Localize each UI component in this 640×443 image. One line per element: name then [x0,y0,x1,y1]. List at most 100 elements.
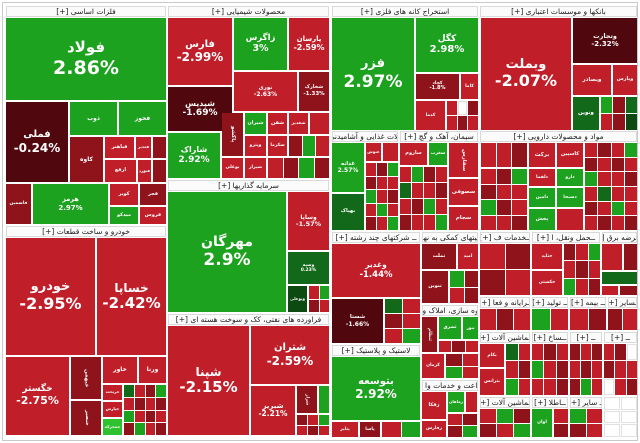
stock-tile[interactable]: شپنا -2.15% [168,326,249,435]
stock-tile-small[interactable] [452,341,465,352]
stock-tile-small[interactable] [400,199,411,214]
stock-tile[interactable] [466,392,477,412]
stock-tile[interactable]: سغرب [429,143,447,165]
stock-tile-small[interactable] [532,344,544,361]
stock-tile-small[interactable] [468,116,478,130]
sector-header[interactable]: ــ انبوه سازی، املاک و [+] [422,305,478,316]
stock-tile-small[interactable] [598,143,611,157]
stock-tile[interactable]: وپارس [613,65,637,95]
stock-tile[interactable]: ارفع [105,160,136,182]
stock-tile-small[interactable] [624,143,637,157]
stock-tile[interactable]: شراز [297,386,317,413]
stock-tile-small[interactable] [588,261,600,278]
stock-tile-small[interactable] [377,190,387,203]
stock-tile-small[interactable] [366,190,376,203]
sector-header[interactable]: ــ محصولات غذایی و آشامیدنی به [+] [332,131,398,142]
stock-tile[interactable]: فولاد 2.86% [6,18,166,100]
stock-tile[interactable]: شفن [268,113,287,134]
stock-tile[interactable]: پاسا [360,422,380,437]
stock-tile-small[interactable] [468,101,478,115]
stock-tile-small[interactable] [134,385,145,397]
stock-tile[interactable]: خگستر -2.75% [6,357,69,435]
stock-tile-small[interactable] [570,344,580,361]
stock-tile[interactable]: بتوسعه 2.92% [332,357,420,420]
stock-tile-small[interactable] [506,361,518,378]
stock-tile-small[interactable] [436,183,447,198]
stock-tile[interactable] [153,137,166,158]
stock-tile-small[interactable] [385,329,402,343]
stock-tile-small[interactable] [608,309,622,330]
stock-tile-small[interactable] [592,344,602,361]
stock-tile[interactable]: دارو [557,169,583,186]
stock-tile-small[interactable] [448,426,462,437]
stock-tile[interactable]: پارسان -2.59% [289,18,329,70]
stock-tile-small[interactable] [319,415,329,425]
stock-tile[interactable]: وبصادر [573,65,611,95]
stock-tile-small[interactable] [586,409,602,423]
stock-tile-small[interactable] [366,163,376,176]
stock-tile-small[interactable] [436,199,447,214]
sector-header[interactable]: ــماشین آلات [+] [480,332,530,343]
stock-tile-small[interactable] [465,341,478,352]
stock-tile-small[interactable] [588,278,600,295]
stock-tile-small[interactable] [289,136,302,156]
stock-tile[interactable]: شبریز -2.21% [251,386,295,435]
stock-tile-small[interactable] [585,201,598,216]
stock-tile[interactable]: وبوعلی [288,286,307,312]
stock-tile[interactable]: شیراز [245,158,266,178]
stock-tile[interactable]: وسپه 0.23% [288,252,329,284]
stock-tile-small[interactable] [512,215,527,230]
stock-tile-small[interactable] [450,287,464,303]
stock-tile-small[interactable] [514,409,530,423]
stock-tile[interactable]: فنورد [138,160,151,182]
stock-tile[interactable]: خنصیر [71,401,101,435]
stock-tile[interactable] [602,286,618,295]
stock-tile-small[interactable] [302,136,316,156]
sector-header[interactable]: سرمایه گذاریها [+] [168,180,329,191]
stock-tile-small[interactable] [496,169,512,184]
stock-tile-small[interactable] [585,157,598,172]
stock-tile[interactable]: فزر 2.97% [332,18,414,130]
stock-tile-small[interactable] [604,361,615,378]
stock-tile[interactable]: غنوش [366,143,381,161]
sector-header[interactable]: ــاطلا [+] [532,397,568,408]
stock-tile-small[interactable] [481,169,496,184]
stock-tile-small[interactable] [319,299,329,312]
stock-tile[interactable]: وغدیر -1.44% [332,244,420,297]
stock-tile[interactable]: بوعلی [222,158,243,178]
stock-tile-small[interactable] [611,172,624,186]
sector-header[interactable]: ــرایانه و فعا [+] [480,297,530,308]
stock-tile[interactable]: شپدیس -1.69% [168,87,232,131]
stock-tile-small[interactable] [585,216,598,230]
stock-tile-small[interactable] [625,97,637,113]
stock-tile[interactable]: خریخت [103,385,122,400]
stock-tile-small[interactable] [532,378,544,395]
stock-tile[interactable]: فارس -2.99% [168,18,232,85]
stock-tile-small[interactable] [586,423,602,437]
stock-tile-small[interactable] [581,378,591,395]
sector-header[interactable]: استخراج کانه های فلزی [+] [332,6,478,17]
stock-tile-small[interactable] [576,278,588,295]
stock-tile-small[interactable] [299,158,314,178]
stock-tile-small[interactable] [388,176,398,190]
stock-tile-small[interactable] [496,200,512,215]
sector-header[interactable]: ــ عرضه برق [+] [602,232,637,243]
stock-tile-small[interactable] [124,397,134,410]
stock-tile-small[interactable] [624,187,637,201]
stock-tile-small[interactable] [436,215,447,230]
stock-tile[interactable]: ونوین [573,97,599,130]
stock-tile-small[interactable] [134,410,145,423]
stock-tile[interactable]: شاراک 2.92% [168,133,220,178]
sector-header[interactable]: ــ بیمه [+] [570,297,606,308]
stock-tile-small[interactable] [611,143,624,157]
stock-tile[interactable]: کرمان [422,354,444,378]
stock-tile-small[interactable] [297,415,307,425]
stock-tile-small[interactable] [400,215,411,230]
stock-tile-small[interactable] [412,167,423,182]
stock-tile-small[interactable] [585,187,598,201]
stock-tile-small[interactable] [497,423,513,437]
stock-tile-small[interactable] [481,143,496,167]
sector-header[interactable]: ــ [+] [604,332,637,343]
stock-tile[interactable]: فروس [140,207,166,224]
stock-tile-small[interactable] [480,244,505,269]
